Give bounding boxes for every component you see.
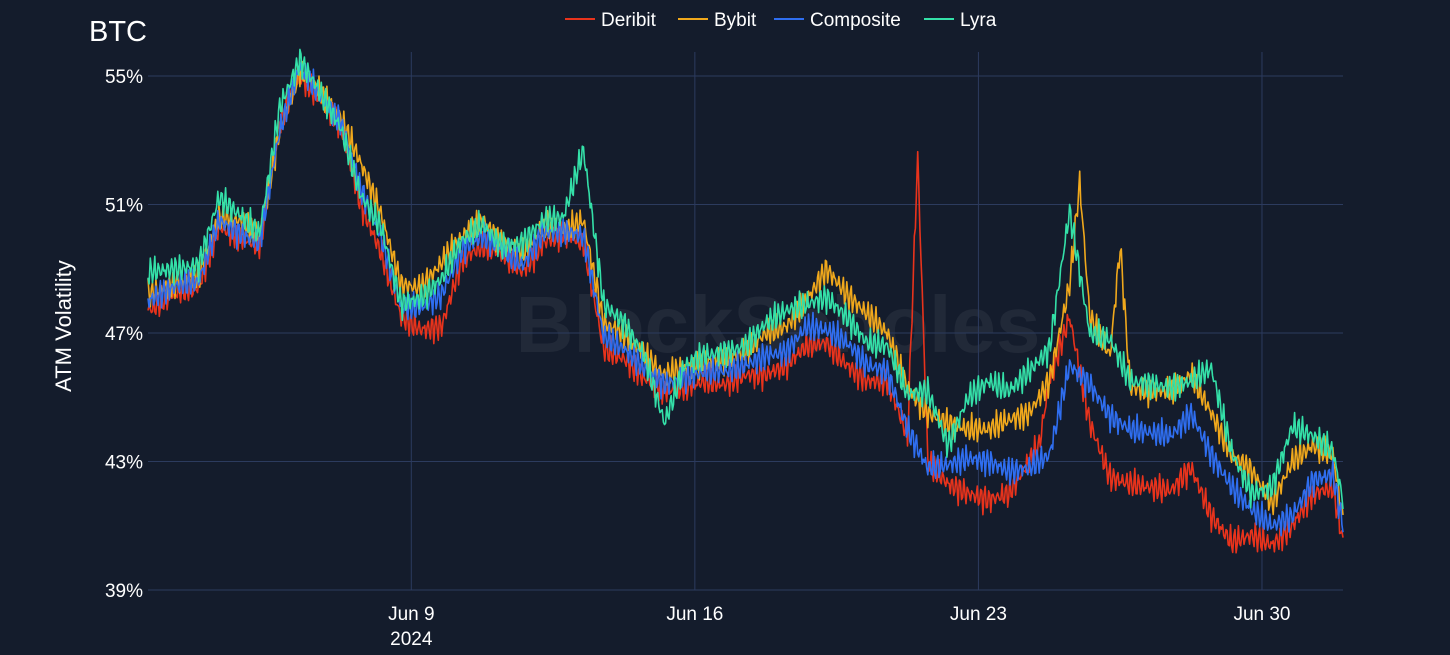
chart-title: BTC bbox=[89, 16, 147, 48]
x-tick-sublabel: 2024 bbox=[390, 629, 433, 650]
x-tick-label: Jun 30 bbox=[1233, 604, 1290, 625]
legend-label: Bybit bbox=[714, 10, 757, 31]
series-line-lyra bbox=[147, 48, 1344, 510]
x-tick-label: Jun 23 bbox=[950, 604, 1007, 625]
legend-label: Deribit bbox=[601, 10, 657, 31]
y-axis-label: ATM Volatility bbox=[51, 260, 76, 392]
y-tick-label: 47% bbox=[105, 324, 143, 345]
y-tick-label: 43% bbox=[105, 453, 143, 474]
legend-item-bybit: Bybit bbox=[678, 10, 757, 31]
x-tick-label: Jun 9 bbox=[388, 604, 434, 625]
y-axis-ticks: 39% 43% 47% 51% 55% bbox=[105, 67, 143, 602]
legend-item-deribit: Deribit bbox=[565, 10, 657, 31]
grid bbox=[148, 52, 1343, 591]
legend-label: Lyra bbox=[960, 10, 997, 31]
legend: Deribit Bybit Composite Lyra bbox=[565, 10, 997, 31]
x-axis-ticks: Jun 9 2024 Jun 16 Jun 23 Jun 30 bbox=[388, 604, 1290, 650]
legend-label: Composite bbox=[810, 10, 901, 31]
x-tick-label: Jun 16 bbox=[666, 604, 723, 625]
y-tick-label: 39% bbox=[105, 581, 143, 602]
series-layer bbox=[147, 48, 1344, 554]
y-tick-label: 55% bbox=[105, 67, 143, 88]
legend-item-lyra: Lyra bbox=[924, 10, 997, 31]
y-tick-label: 51% bbox=[105, 196, 143, 217]
legend-item-composite: Composite bbox=[774, 10, 901, 31]
